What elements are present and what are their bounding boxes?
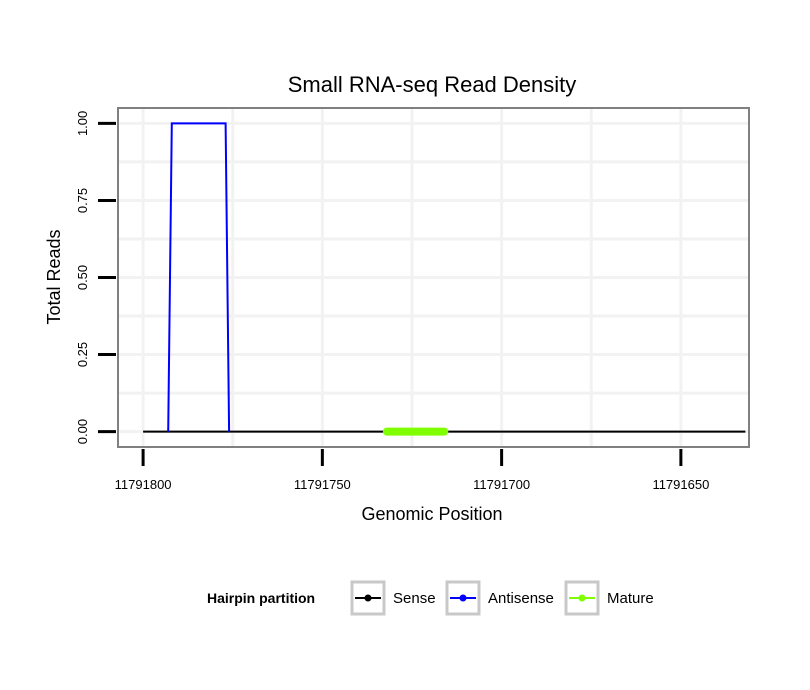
x-tick-label: 11791750 — [294, 477, 351, 492]
y-tick-label: 1.00 — [75, 111, 90, 136]
legend-label: Sense — [393, 590, 436, 607]
legend: Hairpin partition Sense Antisense Mature — [207, 580, 654, 616]
x-tick-label: 11791700 — [473, 477, 530, 492]
x-tick-label: 11791800 — [115, 477, 172, 492]
y-tick-label: 0.50 — [75, 265, 90, 290]
legend-key-point — [578, 594, 586, 602]
legend-key-box — [564, 580, 600, 616]
y-tick-label: 0.75 — [75, 188, 90, 213]
x-axis: 11791800 11791750 11791700 11791650 — [115, 449, 709, 492]
x-axis-label: Genomic Position — [361, 504, 502, 524]
legend-item-sense: Sense — [350, 580, 436, 616]
series-line-antisense — [167, 122, 231, 432]
legend-label: Antisense — [488, 590, 554, 607]
legend-title: Hairpin partition — [207, 590, 315, 606]
y-axis-label: Total Reads — [44, 229, 64, 324]
legend-item-mature: Mature — [564, 580, 654, 616]
legend-label: Mature — [607, 590, 654, 607]
legend-item-antisense: Antisense — [445, 580, 554, 616]
x-tick-label: 11791650 — [652, 477, 709, 492]
y-tick-label: 0.00 — [75, 419, 90, 444]
y-axis: 0.00 0.25 0.50 0.75 1.00 — [75, 111, 116, 444]
series — [143, 122, 746, 436]
plot-border — [117, 107, 750, 448]
chart-title: Small RNA-seq Read Density — [288, 72, 577, 97]
legend-key-point — [459, 594, 467, 602]
y-tick-label: 0.25 — [75, 342, 90, 367]
grid — [118, 108, 749, 447]
legend-key-point — [364, 594, 372, 602]
